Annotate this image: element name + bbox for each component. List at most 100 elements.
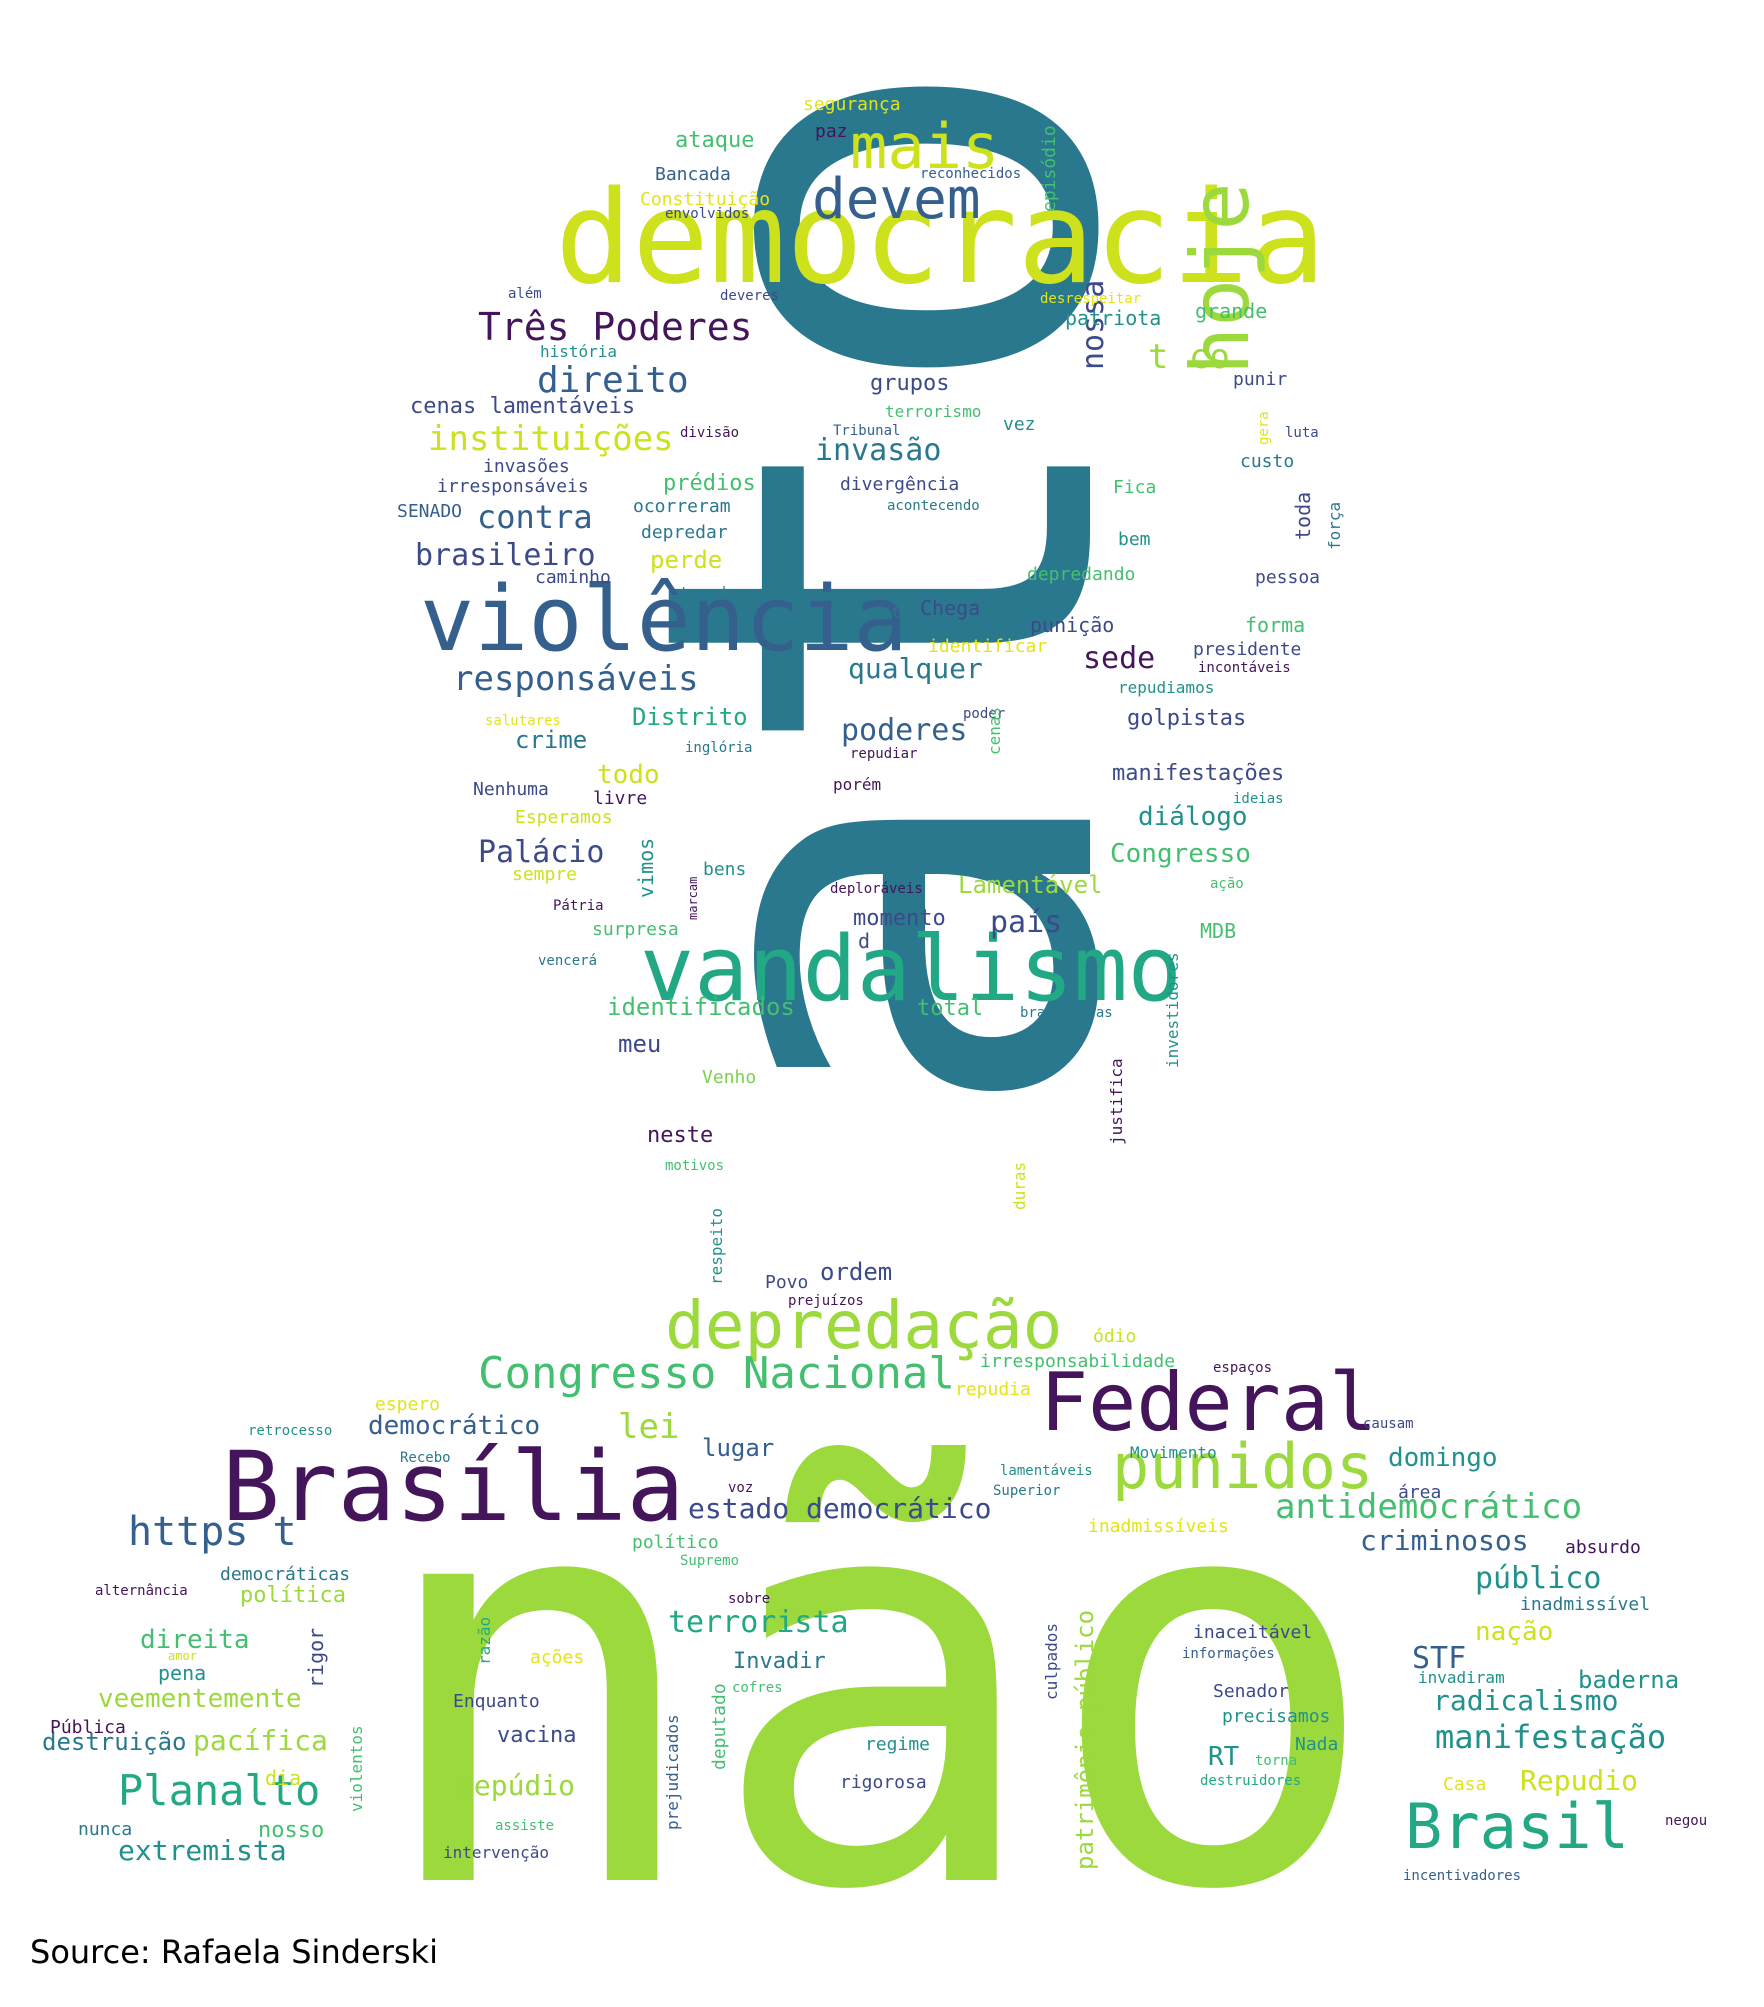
word-crime: crime [515,726,587,754]
word-momento: momento [853,906,946,931]
word-bancada: Bancada [655,164,731,185]
word-meu: meu [618,1030,661,1058]
word-patriota: patriota [1065,306,1161,330]
word-acontecendo: acontecendo [887,498,980,514]
word-extremista: extremista [118,1834,287,1867]
word-negou: negou [1665,1813,1707,1829]
word-precisamos: precisamos [1222,1706,1330,1727]
word-https-t: https t [128,1509,297,1555]
word-violencia: violência [420,567,908,672]
word-absurdo: absurdo [1565,1537,1641,1558]
word-publica: Pública [50,1717,126,1738]
word-seguranca: segurança [803,94,901,115]
word-ataque: ataque [675,128,754,153]
word-brasilia: Brasília [222,1431,684,1543]
word-patrimonio-publico: patrimônio público [1071,1610,1099,1870]
word-razao: razão [475,1617,494,1665]
word-lamentaveis: lamentáveis [1000,1463,1093,1479]
word-irresponsabilidade: irresponsabilidade [980,1351,1175,1372]
word-dia: dia [265,1766,301,1790]
word-supremo: Supremo [680,1553,739,1569]
word-envolvidos: envolvidos [665,206,749,222]
word-mdb: MDB [1200,919,1236,943]
word-nosso: nosso [258,1818,324,1843]
word-divisao: divisão [680,425,739,441]
word-causam: causam [1363,1416,1414,1432]
word-todo: todo [597,760,660,790]
word-publico: público [1475,1561,1601,1596]
word-cenas: cenas [985,707,1004,755]
word-atue: atue [883,605,917,621]
word-justifica: justifica [1107,1058,1126,1145]
word-reconhecidos: reconhecidos [920,166,1021,182]
word-golpistas: golpistas [1127,706,1246,731]
word-repudia: repudia [955,1379,1031,1400]
word-alem: além [508,286,542,302]
word-invadir: Invadir [733,1649,826,1674]
word-democraticas: democráticas [220,1564,350,1585]
word-instituicoes: instituições [428,419,674,459]
word-espero: espero [375,1394,440,1415]
word-tamanha: tamanha [680,585,739,601]
word-direita: direita [140,1625,250,1655]
word-repudio: Repudio [1520,1764,1638,1797]
word-ato: ato [533,46,1232,1130]
word-ordem: ordem [820,1258,892,1286]
word-punicao: punição [1030,613,1114,637]
word-rt: RT [1208,1742,1240,1772]
word-congresso: Congresso [1110,839,1251,869]
word-dialogo: diálogo [1138,802,1248,832]
word-intervencao: intervenção [443,1843,549,1862]
word-bens: bens [703,859,746,880]
word-politica: política [240,1583,346,1608]
word-movimento: Movimento [1130,1443,1217,1462]
word-nada: Nada [1295,1734,1338,1755]
word-brasil: Brasil [1405,1790,1629,1863]
word-repudiar: repudiar [850,746,917,762]
word-responsaveis: responsáveis [453,659,699,699]
word-incontaveis: incontáveis [1198,660,1291,676]
word-brasileiro: brasileiro [415,538,596,573]
word-informacoes: informações [1182,1646,1275,1662]
word-neste: neste [647,1123,713,1148]
word-motivos: motivos [665,1158,724,1174]
word-brasileiras: brasileiras [1020,1005,1113,1021]
word-lei: lei [618,1407,679,1447]
word-historia: história [540,342,617,361]
word-vencera: vencerá [538,953,597,969]
word-grupos: grupos [870,371,949,396]
word-casa: Casa [1443,1774,1486,1795]
word-invadiram: invadiram [1418,1668,1505,1687]
word-recebo: Recebo [400,1450,451,1466]
word-deveres: deveres [720,288,779,304]
word-custo: custo [1240,451,1294,472]
word-destruicao: destruição [42,1728,187,1756]
word-depredar: depredar [641,522,728,543]
word-constituicao: Constituição [640,189,770,210]
word-paz: paz [815,121,848,142]
word-inadmissiveis: inadmissíveis [1088,1516,1229,1537]
word-presidente: presidente [1193,639,1301,660]
word-mais: mais [850,110,999,183]
word-poder: poder [963,706,1005,722]
word-tribunal: Tribunal [833,423,900,439]
word-poderes: poderes [841,713,967,748]
word-incentivadores: incentivadores [1403,1868,1521,1884]
word-divergencia: divergência [840,474,959,495]
word-episodio: episódio [1039,125,1060,212]
word-distrito: Distrito [632,703,748,731]
word-t-co: t co [1148,337,1230,377]
word-destruidores: destruidores [1200,1773,1301,1789]
word-desrespeitar: desrespeitar [1040,291,1141,307]
word-deputado: deputado [709,1683,730,1770]
word-stf: STF [1412,1641,1466,1676]
word-senado: SENADO [397,501,462,522]
word-estado-democratico: estado democrático [688,1492,991,1525]
word-total: total [917,996,983,1021]
word-alternancia: alternância [95,1583,188,1599]
word-sede: sede [1083,641,1155,676]
word-federal: Federal [1040,1356,1377,1449]
word-contra: contra [477,498,593,536]
